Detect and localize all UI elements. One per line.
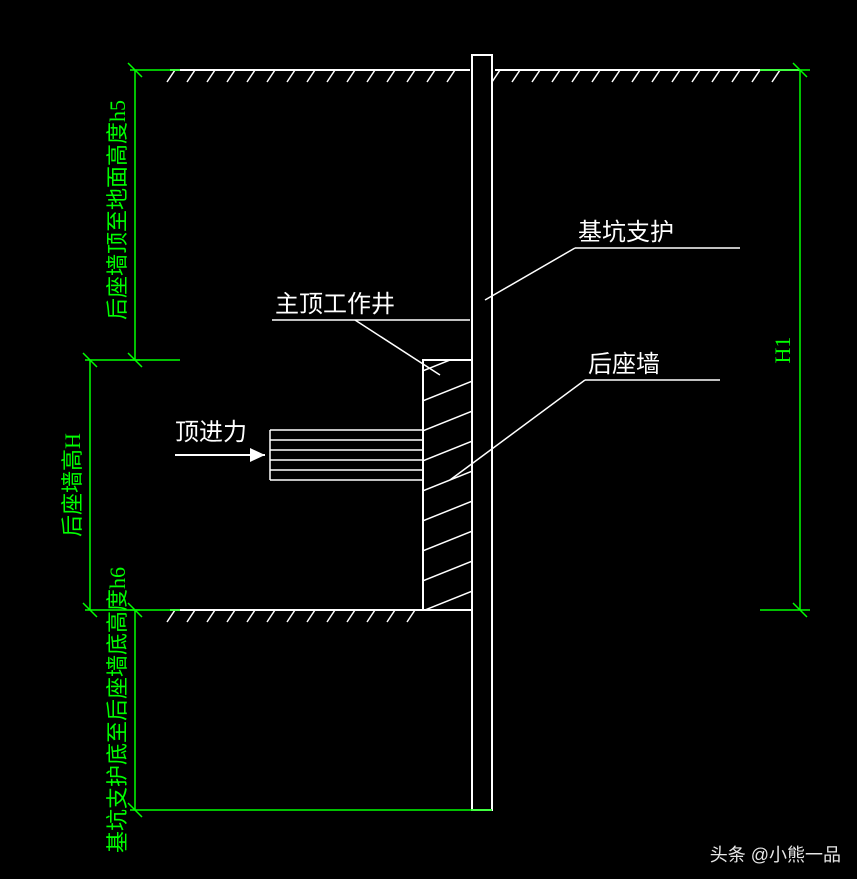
dim-h1-label: H1 — [770, 337, 795, 364]
title-shaft-label: 主顶工作井 — [275, 291, 395, 318]
backwall-label: 后座墙 — [588, 351, 660, 378]
force-label: 顶进力 — [175, 419, 247, 446]
ground-hatch-right — [492, 70, 780, 82]
dim-H-label: 后座墙高H — [60, 433, 85, 537]
dim-h6 — [128, 603, 492, 817]
watermark-text: 头条 @小熊一品 — [710, 841, 841, 867]
dim-h5 — [128, 63, 180, 367]
support-pile — [472, 55, 492, 810]
ground-hatch-left — [167, 70, 455, 82]
title-leader — [272, 320, 470, 375]
floor-hatch — [167, 610, 415, 622]
support-leader — [485, 248, 740, 300]
back-wall-hatch — [400, 340, 500, 650]
jacking-pipe — [270, 430, 423, 480]
diagram-canvas: 顶进力 主顶工作井 基坑支护 后座墙 H1 后座墙顶至地面高度h5 — [0, 0, 857, 879]
force-arrow — [175, 448, 265, 462]
dim-h5-label: 后座墙顶至地面高度h5 — [105, 100, 130, 320]
support-label: 基坑支护 — [578, 219, 674, 246]
backwall-leader — [450, 380, 720, 480]
